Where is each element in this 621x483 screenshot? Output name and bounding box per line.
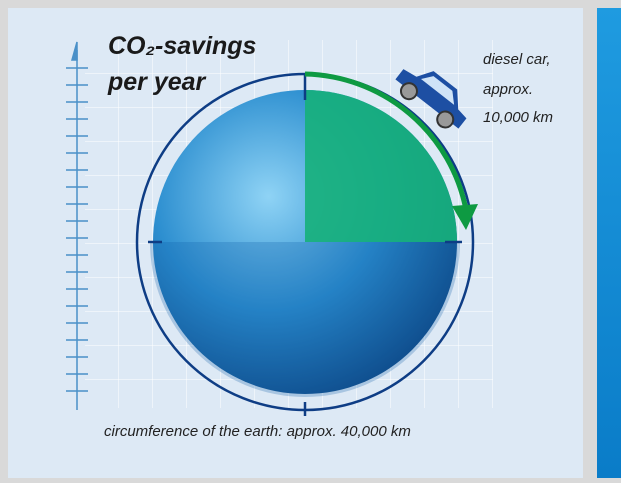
caption: circumference of the earth: approx. 40,0… bbox=[104, 423, 411, 440]
globe-shade bbox=[150, 242, 460, 397]
vertical-axis bbox=[66, 41, 88, 410]
car bbox=[395, 69, 467, 129]
ring-ticks bbox=[148, 75, 462, 416]
annotation-line: approx. bbox=[483, 81, 533, 98]
title-line: per year bbox=[107, 68, 207, 96]
green-arrow bbox=[304, 71, 478, 230]
side-strip bbox=[597, 8, 621, 478]
title-line: CO₂-savings bbox=[108, 32, 257, 60]
annotation-line: 10,000 km bbox=[483, 109, 553, 126]
annotation-line: diesel car, bbox=[483, 51, 551, 68]
quarter-sector bbox=[305, 90, 457, 242]
